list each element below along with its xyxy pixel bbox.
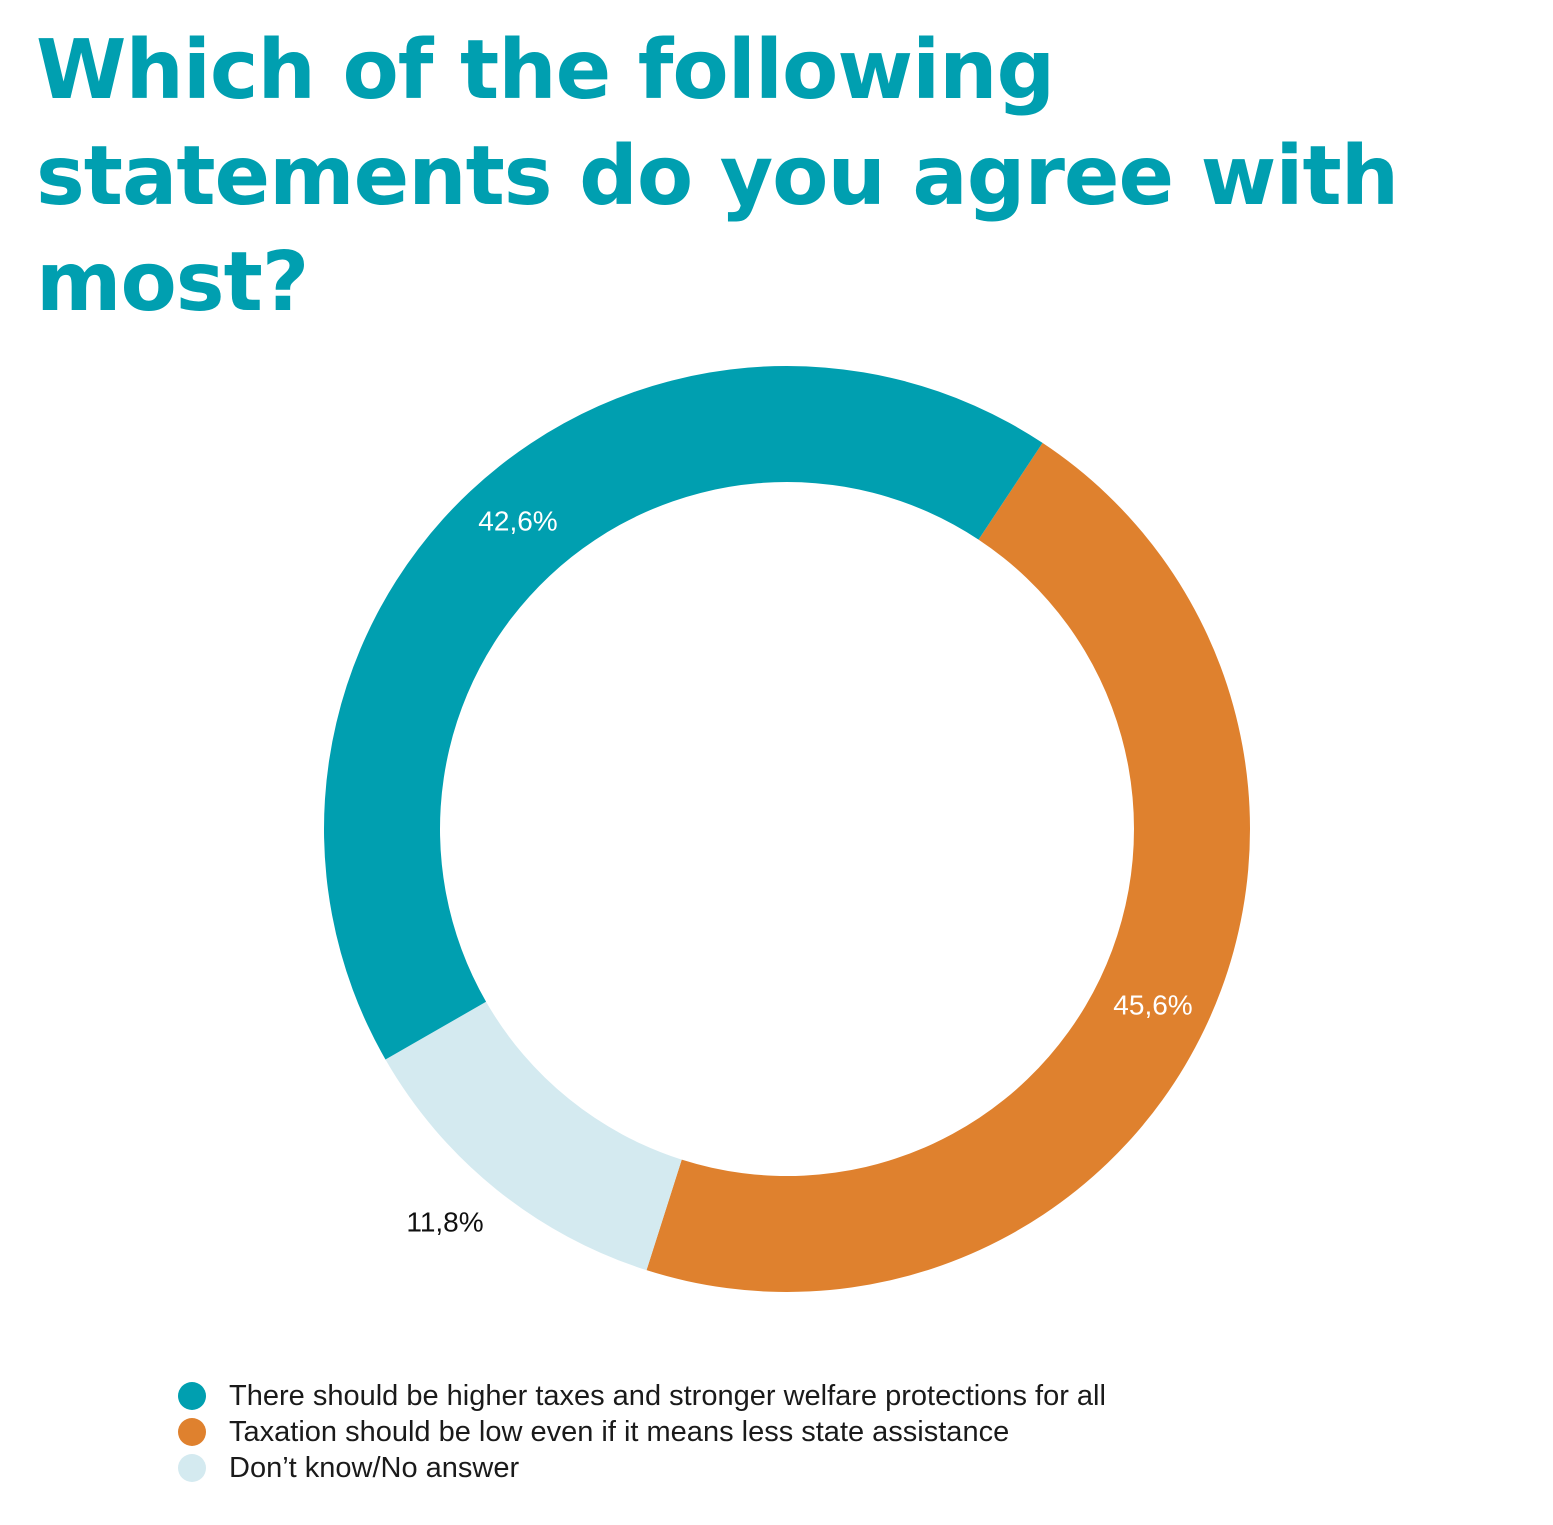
legend-swatch-teal — [178, 1382, 206, 1410]
donut-slice-1 — [646, 442, 1250, 1292]
slice-value-label-2: 11,8% — [406, 1206, 483, 1237]
donut-slice-3 — [323, 365, 1043, 1060]
legend-label-low-taxation: Taxation should be low even if it means … — [229, 1415, 1010, 1448]
donut-slice-labels: 45,6% 11,8% 42,6% — [406, 505, 1192, 1237]
legend-label-dont-know: Don’t know/No answer — [229, 1451, 520, 1484]
legend-swatch-light-blue — [178, 1454, 206, 1482]
donut-slices — [323, 365, 1250, 1292]
legend-item-dont-know: Don’t know/No answer — [178, 1450, 1378, 1486]
slice-value-label-3: 42,6% — [478, 505, 557, 536]
donut-slice-2 — [385, 1001, 682, 1271]
legend-label-higher-taxes: There should be higher taxes and stronge… — [229, 1379, 1106, 1412]
legend-swatch-orange — [178, 1418, 206, 1446]
slice-value-label-1: 45,6% — [1113, 989, 1192, 1020]
chart-legend: There should be higher taxes and stronge… — [178, 1378, 1378, 1486]
legend-item-higher-taxes: There should be higher taxes and stronge… — [178, 1378, 1378, 1414]
chart-title: Which of the following statements do you… — [36, 23, 1399, 330]
legend-item-low-taxation: Taxation should be low even if it means … — [178, 1414, 1378, 1450]
